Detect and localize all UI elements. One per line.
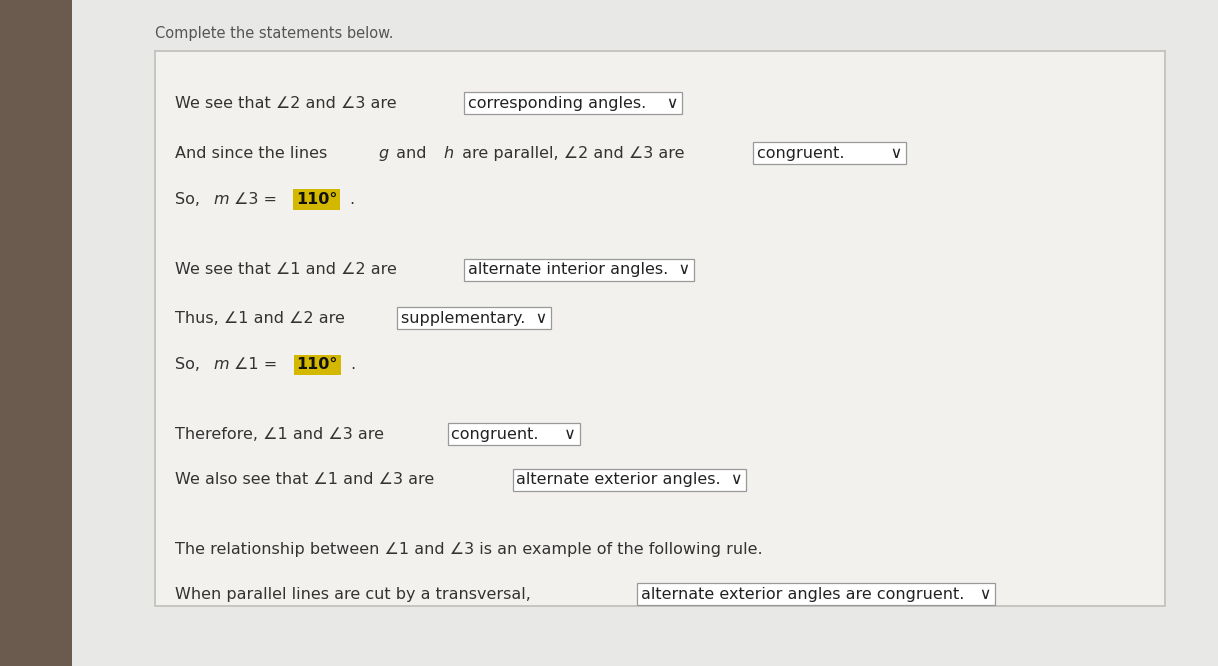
Text: congruent.     ∨: congruent. ∨ [452, 427, 576, 442]
Text: The relationship between ∠1 and ∠3 is an example of the following rule.: The relationship between ∠1 and ∠3 is an… [175, 542, 762, 557]
FancyBboxPatch shape [72, 0, 1218, 666]
Text: Therefore, ∠1 and ∠3 are: Therefore, ∠1 and ∠3 are [175, 427, 389, 442]
FancyBboxPatch shape [155, 51, 1164, 606]
Text: supplementary.  ∨: supplementary. ∨ [401, 311, 547, 326]
FancyBboxPatch shape [0, 0, 72, 666]
Text: g: g [378, 146, 389, 161]
Text: ∠3 =: ∠3 = [234, 192, 283, 207]
Text: Thus, ∠1 and ∠2 are: Thus, ∠1 and ∠2 are [175, 311, 350, 326]
Text: are parallel, ∠2 and ∠3 are: are parallel, ∠2 and ∠3 are [457, 146, 689, 161]
Text: congruent.         ∨: congruent. ∨ [756, 146, 903, 161]
Text: alternate exterior angles.  ∨: alternate exterior angles. ∨ [516, 472, 743, 487]
Text: We also see that ∠1 and ∠3 are: We also see that ∠1 and ∠3 are [175, 472, 440, 487]
Text: alternate interior angles.  ∨: alternate interior angles. ∨ [468, 262, 691, 277]
Text: ∠1 =: ∠1 = [234, 358, 283, 372]
Text: And since the lines: And since the lines [175, 146, 333, 161]
Text: h: h [443, 146, 453, 161]
Text: When parallel lines are cut by a transversal,: When parallel lines are cut by a transve… [175, 587, 536, 601]
Text: m: m [214, 358, 229, 372]
Text: alternate exterior angles are congruent.   ∨: alternate exterior angles are congruent.… [641, 587, 991, 601]
Text: We see that ∠1 and ∠2 are: We see that ∠1 and ∠2 are [175, 262, 402, 277]
Text: corresponding angles.    ∨: corresponding angles. ∨ [468, 96, 678, 111]
Text: 110°: 110° [296, 192, 337, 207]
Text: 110°: 110° [296, 358, 337, 372]
Text: We see that ∠2 and ∠3 are: We see that ∠2 and ∠3 are [175, 96, 402, 111]
Text: and: and [391, 146, 431, 161]
Text: m: m [214, 192, 229, 207]
Text: .: . [350, 192, 354, 207]
Text: So,: So, [175, 358, 205, 372]
Text: .: . [350, 358, 354, 372]
Text: Complete the statements below.: Complete the statements below. [155, 26, 393, 41]
Text: So,: So, [175, 192, 205, 207]
